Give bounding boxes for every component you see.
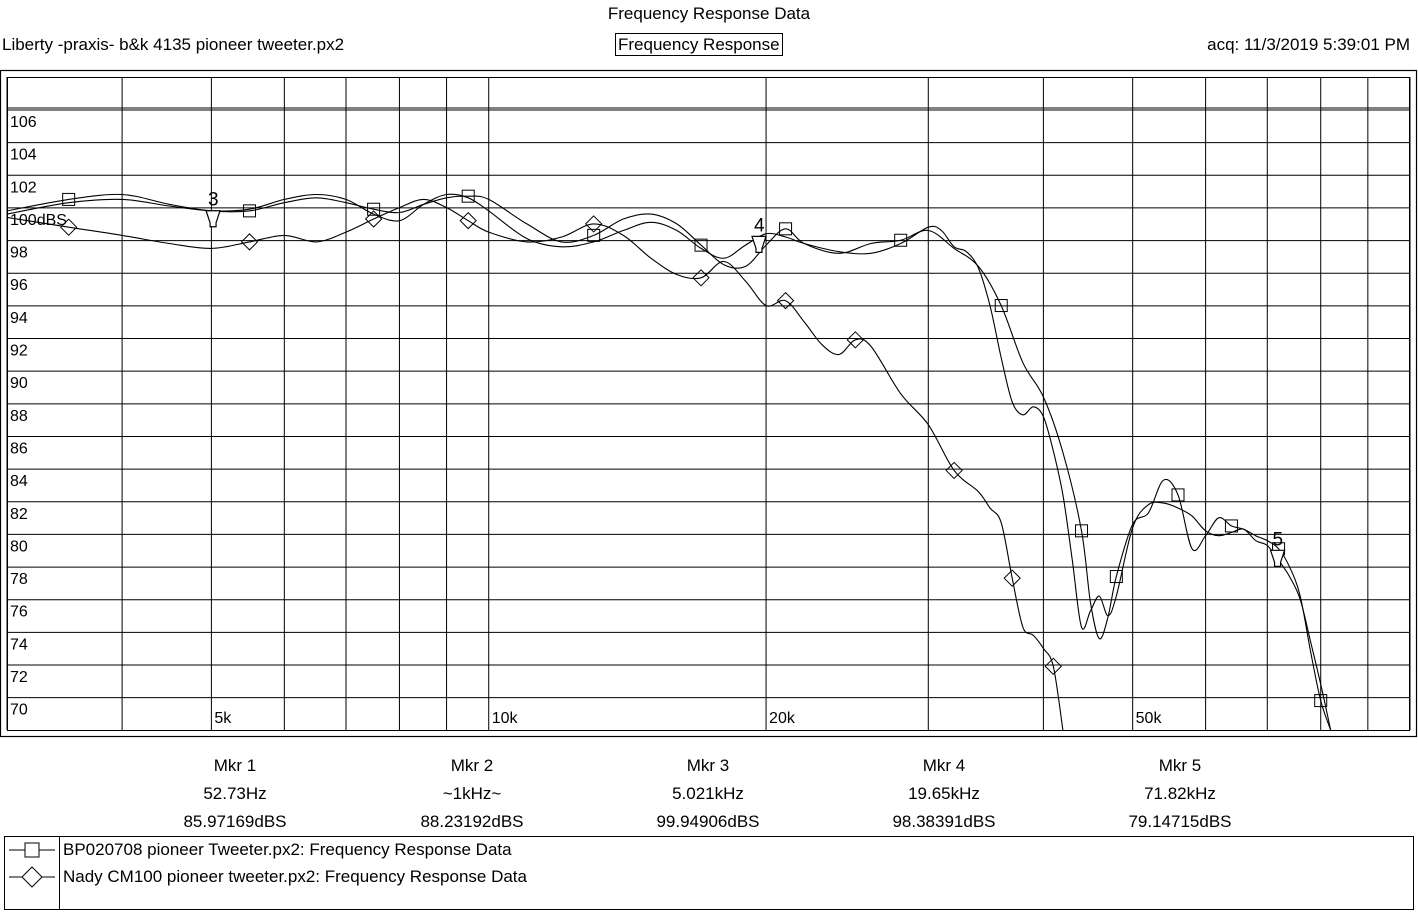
diamond-data-symbol (846, 331, 865, 349)
acquisition-timestamp: acq: 11/3/2019 5:39:01 PM (1207, 35, 1410, 54)
marker-2-level: 88.23192dBS (420, 812, 524, 831)
square-data-symbol (461, 189, 475, 203)
y-tick-label: 104 (10, 147, 37, 164)
y-tick-label: 96 (10, 277, 28, 294)
y-tick-label: 70 (10, 702, 28, 719)
marker-2-label: Mkr 2 (450, 756, 494, 775)
marker-3-flag (205, 210, 221, 228)
y-tick-label: 84 (10, 473, 28, 490)
diamond-data-symbol (59, 218, 78, 236)
y-tick-label: 86 (10, 440, 28, 457)
marker-2-frequency: ~1kHz~ (442, 784, 502, 803)
marker-4-label: Mkr 4 (922, 756, 966, 775)
square-data-symbol (367, 202, 381, 216)
marker-5-frequency: 71.82kHz (1144, 784, 1216, 803)
marker-3-label: Mkr 3 (686, 756, 730, 775)
x-tick-label: 10k (492, 710, 519, 727)
marker-1-level: 85.97169dBS (183, 812, 287, 831)
y-tick-label: 88 (10, 408, 28, 425)
marker-4-flag (751, 235, 767, 253)
y-tick-label: 72 (10, 669, 28, 686)
chart-title: Frequency Response Data (607, 4, 811, 23)
y-tick-label: 76 (10, 604, 28, 621)
y-tick-label: 80 (10, 538, 28, 555)
y-tick-label: 106 (10, 114, 37, 131)
plot-outer-frame (0, 69, 1418, 738)
legend: BP020708 pioneer Tweeter.px2: Frequency … (4, 836, 1414, 910)
square-data-symbol (62, 192, 76, 206)
square-data-symbol (587, 228, 601, 242)
view-selector[interactable]: Frequency Response (615, 33, 783, 56)
diamond-data-symbol (1044, 657, 1062, 676)
diamond-data-symbol (945, 461, 963, 480)
diamond-data-symbol (584, 215, 603, 233)
x-tick-label: 50k (1136, 710, 1163, 727)
marker-4-readout: Mkr 4 19.65kHz 98.38391dBS (844, 752, 1044, 836)
square-data-symbol (1075, 524, 1089, 538)
y-tick-label: 92 (10, 343, 28, 360)
diamond-data-symbol (1003, 569, 1021, 587)
square-symbol-icon (24, 842, 40, 858)
x-tick-label: 5k (214, 710, 232, 727)
legend-item-bp020708[interactable]: BP020708 pioneer Tweeter.px2: Frequency … (63, 840, 512, 859)
x-axis-ticks: 5k 10k 20k 50k (214, 710, 1162, 727)
square-data-symbol (994, 299, 1008, 313)
marker-4-frequency: 19.65kHz (908, 784, 980, 803)
marker-3-readout: Mkr 3 5.021kHz 99.94906dBS (608, 752, 808, 836)
marker-4-level: 98.38391dBS (892, 812, 996, 831)
y-tick-label: 102 (10, 179, 37, 196)
y-tick-label: 74 (10, 636, 28, 653)
square-data-symbol (243, 204, 257, 218)
marker-3-frequency: 5.021kHz (672, 784, 744, 803)
y-tick-label: 98 (10, 245, 28, 262)
x-tick-label: 20k (769, 710, 796, 727)
y-tick-label: 82 (10, 506, 28, 523)
diamond-data-symbol (364, 210, 383, 228)
marker-readout-table: Mkr 1 52.73Hz 85.97169dBS Mkr 2 ~1kHz~ 8… (0, 752, 1418, 832)
marker-4-number: 4 (754, 215, 765, 236)
marker-5-number: 5 (1273, 529, 1284, 550)
square-data-symbol (779, 222, 793, 236)
marker-3-number: 3 (208, 190, 219, 211)
marker-2-readout: Mkr 2 ~1kHz~ 88.23192dBS (372, 752, 572, 836)
diamond-data-symbol (692, 269, 710, 287)
y-tick-label: 94 (10, 310, 28, 327)
legend-symbol-column (5, 837, 60, 909)
grid (6, 77, 1411, 730)
diamond-data-symbol (459, 211, 477, 230)
marker-1-frequency: 52.73Hz (203, 784, 267, 803)
square-data-symbol (1171, 488, 1185, 502)
marker-1-readout: Mkr 1 52.73Hz 85.97169dBS (135, 752, 335, 836)
marker-5-flag (1269, 549, 1286, 567)
y-axis-ticks: 106 104 102 100dBS 98 96 94 92 90 88 86 84 82 80 78 76 7… (10, 114, 67, 719)
y-tick-label: 100dBS (10, 212, 67, 229)
square-data-symbol (1314, 694, 1328, 708)
series-line-3 (7, 198, 1064, 730)
file-name: Liberty -praxis- b&k 4135 pioneer tweete… (2, 35, 345, 54)
y-tick-label: 90 (10, 375, 28, 392)
series-symbols (59, 189, 1328, 708)
marker-1-label: Mkr 1 (213, 756, 257, 775)
square-data-symbol (1109, 570, 1123, 584)
marker-5-readout: Mkr 5 71.82kHz 79.14715dBS (1080, 752, 1280, 836)
y-tick-label: 78 (10, 571, 28, 588)
series-line-1 (7, 193, 1332, 730)
marker-5-label: Mkr 5 (1158, 756, 1202, 775)
square-data-symbol (694, 238, 708, 252)
chart-markers: 3 4 5 (205, 190, 1286, 567)
square-data-symbol (894, 233, 908, 247)
marker-5-level: 79.14715dBS (1128, 812, 1232, 831)
diamond-symbol-icon (21, 866, 43, 888)
marker-3-level: 99.94906dBS (656, 812, 760, 831)
square-data-symbol (1224, 519, 1238, 533)
diamond-data-symbol (240, 233, 259, 251)
legend-item-nady-cm100[interactable]: Nady CM100 pioneer tweeter.px2: Frequenc… (63, 867, 527, 886)
series-lines (7, 193, 1332, 730)
diamond-data-symbol (776, 291, 795, 310)
series-line-2 (7, 193, 1332, 730)
